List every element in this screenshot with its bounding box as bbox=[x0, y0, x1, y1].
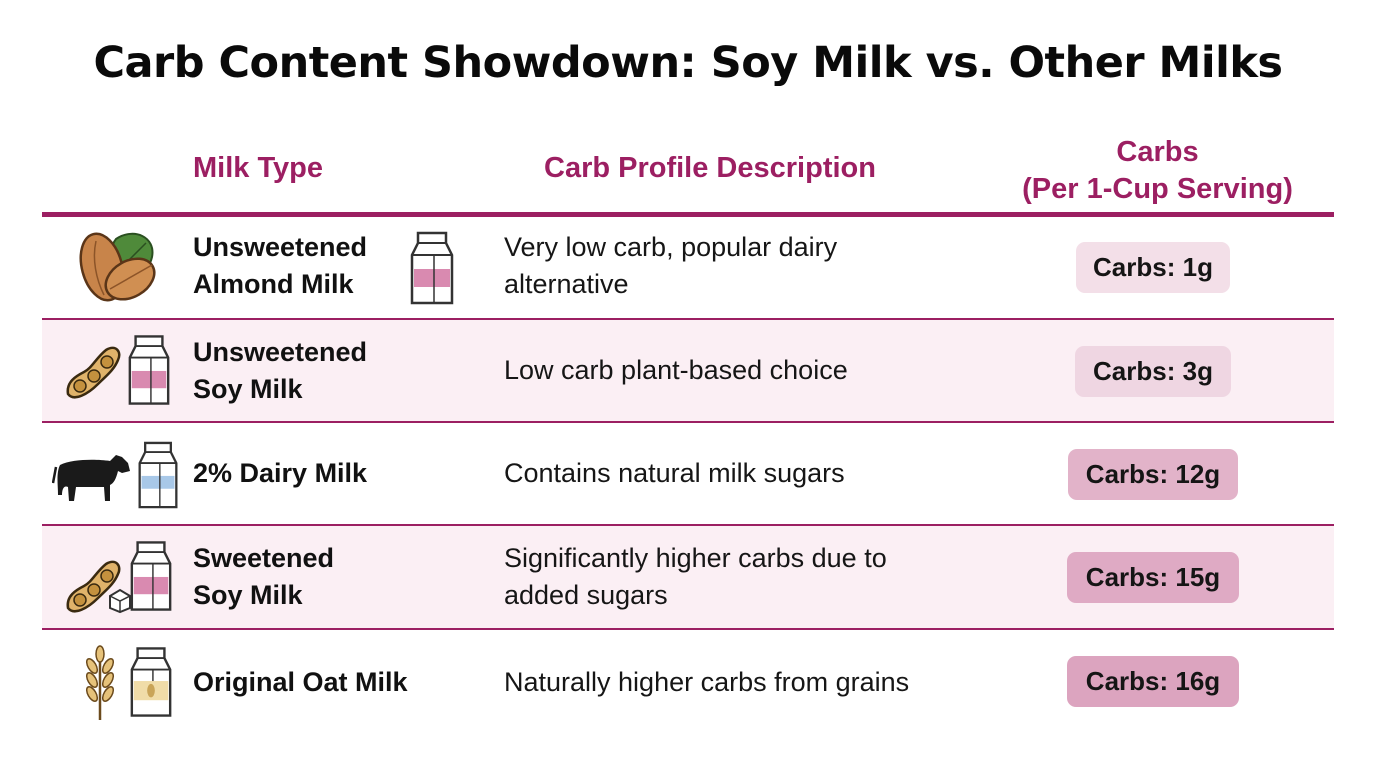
milk-name-line1: Unsweetened bbox=[193, 232, 368, 262]
sugar-cube-icon bbox=[109, 588, 131, 614]
row-icons bbox=[52, 217, 454, 318]
carb-description: Low carb plant-based choice bbox=[504, 352, 848, 389]
row-icons bbox=[52, 526, 192, 628]
page-title: Carb Content Showdown: Soy Milk vs. Othe… bbox=[93, 38, 1283, 88]
carbs-badge: Carbs: 1g bbox=[1076, 242, 1230, 293]
carbs-badge: Carbs: 12g bbox=[1068, 449, 1238, 500]
carb-description: Significantly higher carbs due to added … bbox=[504, 540, 887, 614]
soybean-pod-icon bbox=[66, 560, 121, 613]
description-line1: Naturally higher carbs from grains bbox=[504, 667, 910, 697]
carb-description: Naturally higher carbs from grains bbox=[504, 664, 909, 701]
carb-description: Very low carb, popular dairy alternative bbox=[504, 229, 837, 303]
milk-carton-icon bbox=[410, 231, 454, 305]
row-icons bbox=[52, 630, 192, 734]
carbs-badge: Carbs: 15g bbox=[1067, 552, 1239, 603]
soybean-pod-icon bbox=[66, 346, 121, 399]
description-line2: added sugars bbox=[504, 580, 668, 610]
milk-name-line1: Sweetened bbox=[193, 543, 335, 573]
carb-description: Contains natural milk sugars bbox=[504, 455, 845, 492]
table-row: Unsweetened Soy Milk Low carb plant-base… bbox=[42, 320, 1334, 421]
carbs-badge: Carbs: 3g bbox=[1075, 346, 1231, 397]
milk-carton-icon bbox=[138, 441, 178, 509]
milk-name: Unsweetened Almond Milk bbox=[193, 229, 367, 303]
description-line2: alternative bbox=[504, 269, 629, 299]
description-line1: Contains natural milk sugars bbox=[504, 458, 845, 488]
header-carbs-line1: Carbs bbox=[1116, 136, 1199, 168]
milk-name: Original Oat Milk bbox=[193, 664, 408, 701]
milk-name-line2: Soy Milk bbox=[193, 580, 303, 610]
carbs-badge: Carbs: 16g bbox=[1067, 656, 1239, 707]
almond-icon bbox=[79, 232, 156, 302]
row-divider bbox=[42, 628, 1334, 630]
milk-carton-icon bbox=[128, 335, 170, 405]
milk-name: Unsweetened Soy Milk bbox=[193, 334, 367, 408]
milk-carton-icon bbox=[130, 647, 172, 717]
row-divider bbox=[42, 524, 1334, 526]
row-divider bbox=[42, 421, 1334, 423]
milk-carton-icon bbox=[130, 541, 172, 611]
description-line1: Very low carb, popular dairy bbox=[504, 232, 838, 262]
header-description: Carb Profile Description bbox=[544, 152, 876, 184]
description-line1: Significantly higher carbs due to bbox=[504, 543, 887, 573]
header-divider bbox=[42, 212, 1334, 217]
table-row: 2% Dairy Milk Contains natural milk suga… bbox=[42, 423, 1334, 524]
milk-name-line1: Unsweetened bbox=[193, 337, 368, 367]
header-carbs: Carbs (Per 1-Cup Serving) bbox=[990, 134, 1325, 208]
row-icons bbox=[52, 423, 192, 524]
header-carbs-line2: (Per 1-Cup Serving) bbox=[1022, 173, 1293, 205]
milk-name: Sweetened Soy Milk bbox=[193, 540, 334, 614]
row-icons bbox=[52, 320, 192, 421]
milk-name: 2% Dairy Milk bbox=[193, 455, 367, 492]
milk-name-line1: 2% Dairy Milk bbox=[193, 458, 368, 488]
table-row: Original Oat Milk Naturally higher carbs… bbox=[42, 630, 1334, 734]
milk-name-line2: Soy Milk bbox=[193, 374, 303, 404]
milk-name-line2: Almond Milk bbox=[193, 269, 354, 299]
table-row: Unsweetened Almond Milk Very low carb, p… bbox=[42, 217, 1334, 318]
cow-icon bbox=[52, 455, 130, 501]
milk-name-line1: Original Oat Milk bbox=[193, 667, 408, 697]
wheat-icon bbox=[85, 645, 115, 720]
row-divider bbox=[42, 318, 1334, 320]
table-row: Sweetened Soy Milk Significantly higher … bbox=[42, 526, 1334, 628]
header-milk-type: Milk Type bbox=[193, 152, 323, 184]
description-line1: Low carb plant-based choice bbox=[504, 355, 848, 385]
